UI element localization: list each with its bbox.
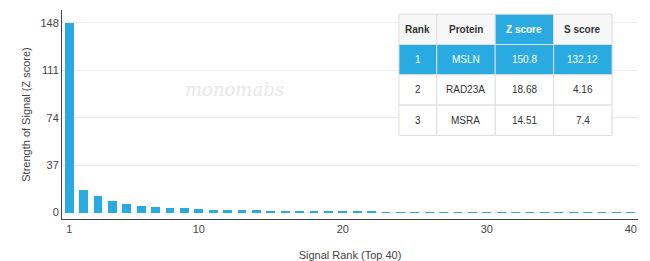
svg-text:74: 74 [47,112,59,124]
svg-text:1: 1 [415,54,421,65]
svg-text:Protein: Protein [449,24,483,35]
svg-text:Z score: Z score [506,24,542,35]
svg-text:MSLN: MSLN [452,54,480,65]
svg-text:2: 2 [415,84,421,95]
svg-text:18.68: 18.68 [512,84,537,95]
svg-text:10: 10 [193,223,205,235]
svg-text:Rank: Rank [405,24,430,35]
svg-text:111: 111 [42,64,59,76]
svg-text:RAD23A: RAD23A [446,84,485,95]
svg-text:S score: S score [564,24,601,35]
svg-text:Signal Rank (Top 40): Signal Rank (Top 40) [299,249,402,261]
svg-text:Strength of Signal (Z score): Strength of Signal (Z score) [20,47,32,182]
svg-text:monomabs: monomabs [185,79,284,100]
svg-text:132.12: 132.12 [567,54,598,65]
svg-text:30: 30 [481,223,493,235]
svg-text:37: 37 [47,159,59,171]
svg-text:14.51: 14.51 [512,115,537,126]
svg-text:0: 0 [53,206,59,218]
svg-text:4.16: 4.16 [573,84,593,95]
svg-text:40: 40 [625,223,637,235]
svg-text:148: 148 [40,17,58,29]
svg-text:150.8: 150.8 [512,54,537,65]
svg-text:1: 1 [66,223,72,235]
svg-text:MSRA: MSRA [451,115,480,126]
svg-text:7.4: 7.4 [576,115,590,126]
svg-text:20: 20 [337,223,349,235]
svg-text:3: 3 [415,115,421,126]
